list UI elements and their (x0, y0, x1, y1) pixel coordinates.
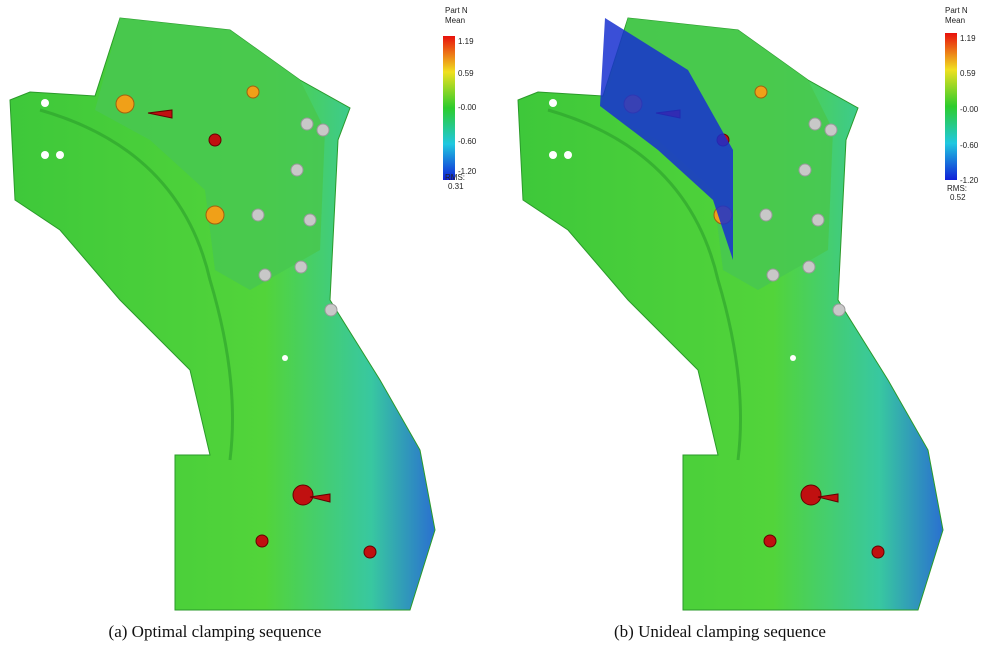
deviation-region (600, 18, 733, 260)
scale-tick: 1.19 (960, 34, 976, 43)
scale-tick: -1.20 (960, 176, 979, 185)
caption: (b) Unideal clamping sequence (614, 622, 826, 641)
part-render (8, 16, 437, 612)
panel-a: Part N Mean 1.19 0.59 -0.00 -0.60 -1.20 … (8, 6, 477, 641)
scale-tick: -0.00 (960, 105, 979, 114)
legend-title: Part N (445, 6, 468, 15)
scale-tick: 1.19 (458, 37, 474, 46)
scale-tick: 0.59 (458, 69, 474, 78)
caption: (a) Optimal clamping sequence (109, 622, 322, 641)
rms-label: RMS: (445, 173, 465, 182)
legend-subtitle: Mean (445, 16, 465, 25)
rms-label: RMS: (947, 184, 967, 193)
scale-tick: -0.60 (960, 141, 979, 150)
rms-value: 0.52 (950, 193, 966, 202)
panel-b: Part N Mean 1.19 0.59 -0.00 -0.60 -1.20 … (516, 6, 979, 641)
legend-title: Part N (945, 6, 968, 15)
scale-tick: -1.20 (458, 167, 477, 176)
scale-tick: -0.00 (458, 103, 477, 112)
part-render (516, 16, 945, 612)
color-scale (443, 36, 455, 180)
legend-subtitle: Mean (945, 16, 965, 25)
scale-tick: -0.60 (458, 137, 477, 146)
scale-tick: 0.59 (960, 69, 976, 78)
color-scale (945, 33, 957, 180)
rms-value: 0.31 (448, 182, 464, 191)
